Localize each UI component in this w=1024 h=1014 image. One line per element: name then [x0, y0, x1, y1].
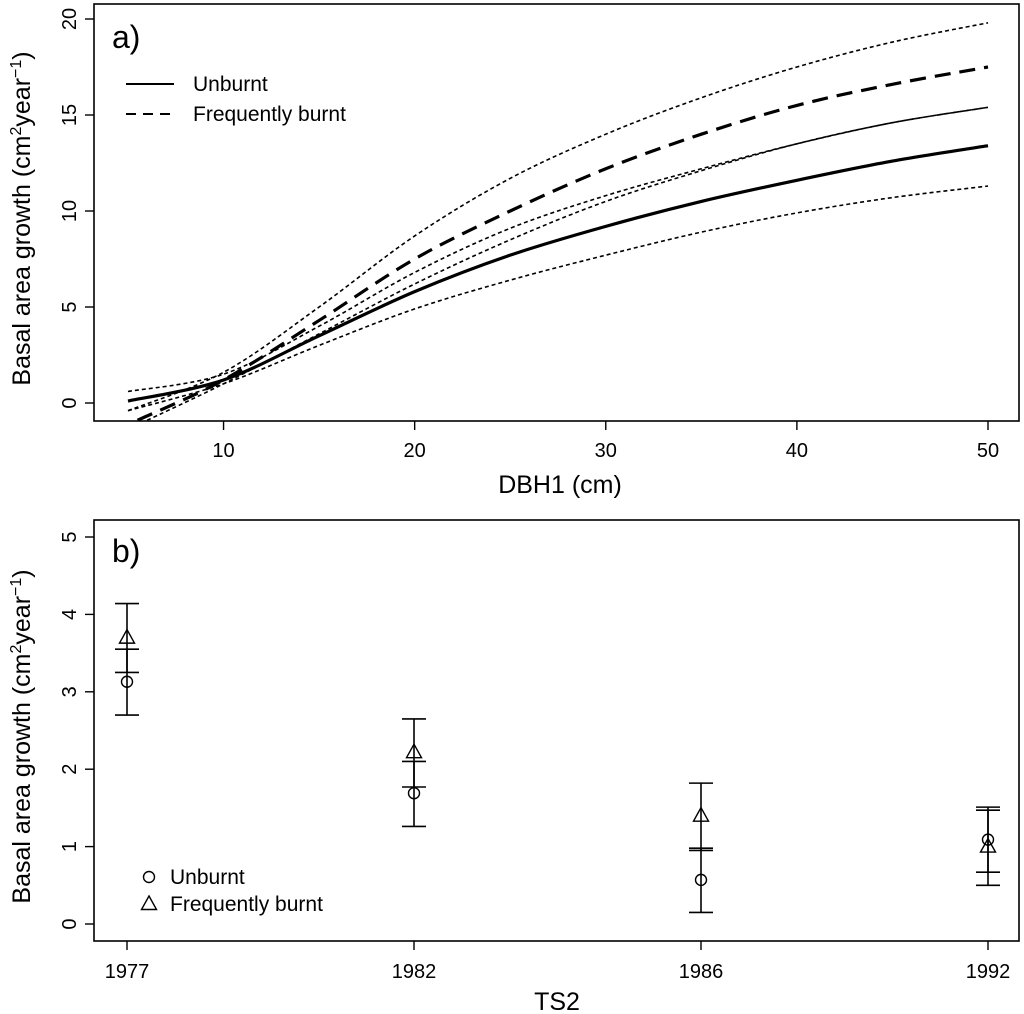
x-tick-label: 1977 — [105, 961, 150, 983]
series-line-unburnt — [127, 144, 989, 403]
series-line-unburnt-lower-ci — [127, 185, 989, 412]
x-tick-label: 40 — [786, 440, 808, 462]
y-axis-title-suffix: ) — [8, 51, 36, 59]
series-line-frequently-burnt-lower-ci — [146, 106, 989, 421]
marker-circle — [694, 873, 708, 887]
y-tick-label: 4 — [59, 609, 81, 620]
marker-triangle — [979, 837, 997, 853]
series-frequently-burnt — [115, 602, 1000, 887]
legend-label: Frequently burnt — [193, 103, 346, 126]
legend-label: Unburnt — [193, 73, 268, 96]
x-axis-title: DBH1 (cm) — [498, 471, 622, 499]
panel-label-b: b) — [112, 533, 140, 569]
y-tick-label: 2 — [59, 764, 81, 775]
legend-label: Unburnt — [170, 866, 245, 889]
y-tick-label: 20 — [59, 8, 81, 30]
x-tick-label: 1986 — [679, 961, 724, 983]
y-axis-title-suffix: ) — [8, 569, 36, 577]
series-group — [127, 22, 989, 421]
marker-triangle — [118, 628, 136, 644]
y-tick-label: 5 — [59, 301, 81, 312]
x-tick-label: 50 — [977, 440, 999, 462]
series-line-unburnt-upper-ci — [127, 106, 989, 393]
marker-circle — [142, 870, 156, 884]
series-line-frequently-burnt-upper-ci — [127, 22, 989, 412]
x-tick-label: 1992 — [966, 961, 1011, 983]
legend-label: Frequently burnt — [170, 893, 323, 916]
y-tick-label: 3 — [59, 686, 81, 697]
marker-triangle — [692, 806, 710, 822]
y-axis-title: Basal area growth (cm2year−1) — [8, 569, 36, 903]
y-axis-title-sup1: 2 — [8, 127, 25, 136]
y-axis-title-mid: year — [8, 596, 36, 645]
x-tick-label: 1982 — [392, 961, 437, 983]
x-tick-label: 20 — [404, 440, 426, 462]
panel-b: 1977 1982 1986 1992 0 1 2 3 4 5 TS2 Basal area grow… — [8, 519, 1020, 1014]
y-axis-title-mid: year — [8, 78, 36, 127]
y-tick-label: 0 — [59, 397, 81, 408]
y-tick-label: 15 — [59, 104, 81, 126]
plot-frame — [93, 519, 1020, 942]
series-unburnt — [115, 648, 1000, 914]
y-axis-title-sup2: −1 — [8, 60, 25, 78]
x-axis-title: TS2 — [534, 988, 580, 1014]
panel-label-a: a) — [112, 19, 140, 55]
y-axis-title-prefix: Basal area growth (cm — [8, 136, 36, 386]
marker-triangle — [405, 742, 423, 759]
y-tick-label: 0 — [59, 918, 81, 929]
y-tick-label: 1 — [59, 841, 81, 852]
y-tick-label: 5 — [59, 531, 81, 542]
marker-triangle — [140, 894, 158, 911]
y-tick-label: 10 — [59, 200, 81, 222]
plot-frame — [93, 3, 1020, 422]
y-axis-title-sup2: −1 — [8, 578, 25, 596]
x-tick-label: 30 — [595, 440, 617, 462]
y-axis-title-prefix: Basal area growth (cm — [8, 654, 36, 904]
x-tick-label: 10 — [212, 440, 234, 462]
series-line-frequently-burnt — [136, 65, 989, 421]
y-axis-title-sup1: 2 — [8, 645, 25, 654]
marker-circle — [120, 675, 134, 688]
panel-a: 10 20 30 40 50 0 5 10 15 20 DBH1 (cm) Basal area gr… — [8, 3, 1020, 499]
y-axis-title: Basal area growth (cm2year−1) — [8, 51, 36, 385]
